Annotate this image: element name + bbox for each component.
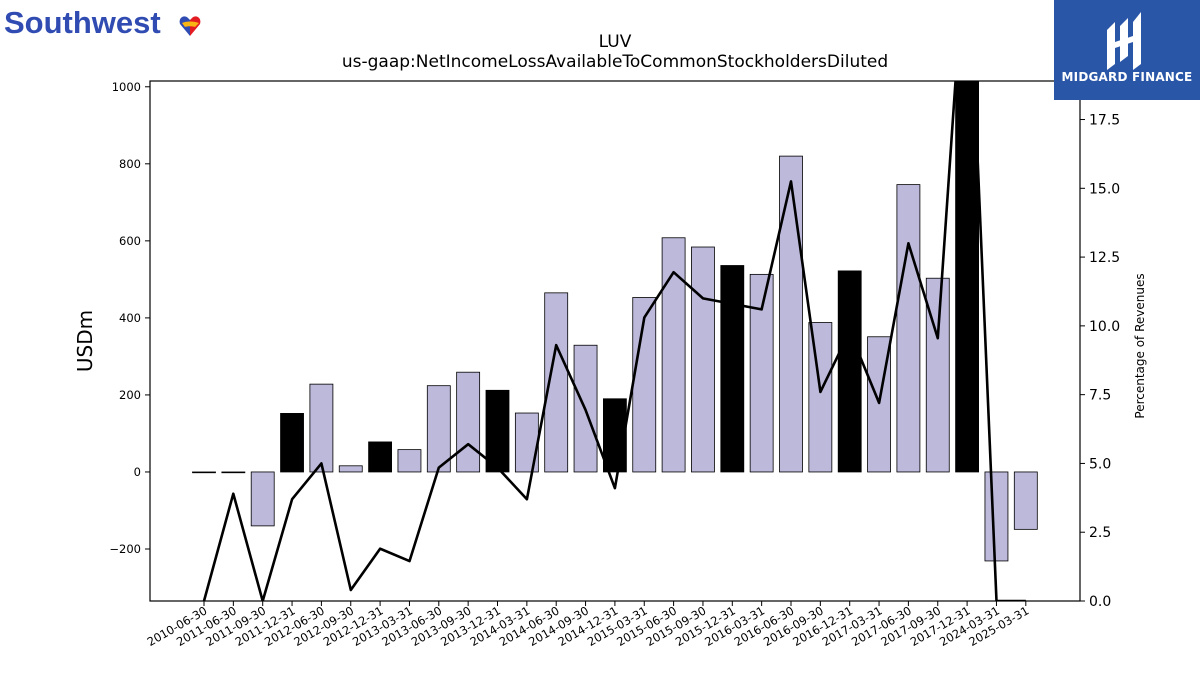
bar-2015-12-31 (720, 265, 745, 473)
bar-2012-09-30 (338, 465, 363, 473)
bar-2013-09-30 (456, 371, 481, 473)
chart-subtitle: us-gaap:NetIncomeLossAvailableToCommonSt… (341, 52, 889, 72)
midgard-finance-logo: MIDGARD FINANCE (1054, 0, 1200, 100)
bar-2017-09-30 (925, 277, 950, 473)
bar-2016-12-31 (837, 270, 862, 473)
y2-tick-label: 5.0 (1089, 456, 1111, 472)
bar-2015-09-30 (691, 246, 715, 473)
bar-2017-12-31 (955, 81, 979, 473)
y2-tick-label: 10.0 (1089, 319, 1120, 335)
bar-2012-12-31 (368, 441, 393, 473)
bar-2015-06-30 (661, 237, 686, 473)
revenue-pct-line (202, 81, 1026, 601)
bar-2013-03-31 (397, 449, 422, 473)
y2-tick-label: 7.5 (1089, 388, 1111, 404)
bar-2017-06-30 (896, 184, 921, 473)
bar-2011-06-30 (221, 471, 246, 474)
bar-2014-06-30 (544, 292, 569, 473)
y2-tick-label: 15.0 (1089, 181, 1120, 197)
bar-series (192, 81, 1038, 562)
y2-tick-label: 0.0 (1089, 594, 1111, 610)
bar-2025-03-31 (1013, 471, 1038, 530)
y-axis-label: USDm (73, 310, 97, 372)
southwest-logo: Southwest (4, 5, 201, 40)
y-tick-label: 200 (119, 388, 141, 402)
y2-tick-label: 17.5 (1089, 113, 1120, 129)
y2-axis-label: Percentage of Revenues (1133, 273, 1147, 418)
chart-title: LUV (598, 32, 632, 52)
line-series (202, 81, 1026, 601)
bar-2012-06-30 (309, 383, 334, 473)
bar-2013-06-30 (426, 385, 451, 473)
y-tick-label: −200 (109, 542, 141, 556)
bar-2016-03-31 (749, 273, 774, 473)
bar-2016-06-30 (779, 155, 803, 473)
y2-tick-label: 2.5 (1089, 525, 1111, 541)
bar-2013-12-31 (485, 389, 510, 473)
svg-text:Southwest: Southwest (4, 5, 161, 40)
y-tick-label: 400 (119, 311, 141, 325)
y-tick-label: 1000 (112, 80, 141, 94)
y-tick-label: 0 (134, 465, 141, 479)
midgard-logo-text: MIDGARD FINANCE (1061, 70, 1193, 84)
bar-2024-03-31 (984, 471, 1009, 562)
heart-icon (179, 16, 201, 36)
y-tick-label: 800 (119, 157, 141, 171)
bar-2011-12-31 (280, 413, 304, 473)
y-tick-label: 600 (119, 234, 141, 248)
bar-2010-06-30 (192, 471, 216, 474)
bar-2011-09-30 (250, 471, 275, 527)
bar-2016-09-30 (808, 322, 833, 473)
y2-tick-label: 12.5 (1089, 250, 1120, 266)
midgard-mark-icon (1107, 12, 1141, 70)
